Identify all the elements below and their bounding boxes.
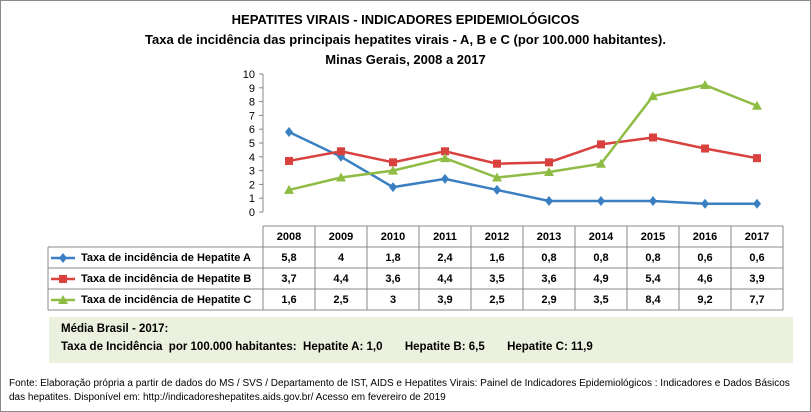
data-point xyxy=(388,165,398,175)
data-label: 4 xyxy=(337,252,345,264)
x-tick-label: 2015 xyxy=(640,231,666,243)
data-label: 1,6 xyxy=(489,252,505,264)
data-label: 7,7 xyxy=(749,294,765,306)
y-tick-label: 6 xyxy=(249,124,255,136)
data-label: 3,6 xyxy=(541,273,557,285)
data-label: 3,9 xyxy=(437,294,453,306)
chart-subtitle: Taxa de incidência das principais hepati… xyxy=(145,32,666,47)
data-label: 9,2 xyxy=(697,294,713,306)
source-note: Fonte: Elaboração própria a partir de da… xyxy=(9,378,790,403)
data-label: 2,5 xyxy=(489,294,505,306)
data-label: 0,8 xyxy=(645,252,661,264)
data-point xyxy=(701,198,709,209)
x-tick-label: 2014 xyxy=(588,231,614,243)
y-tick-label: 5 xyxy=(249,138,255,150)
data-point xyxy=(389,158,397,167)
data-point xyxy=(337,147,345,156)
series-label: Taxa de incidência de Hepatite C xyxy=(81,294,252,306)
data-point xyxy=(648,91,658,101)
data-label: 3 xyxy=(389,294,397,306)
data-label: 1,6 xyxy=(281,294,297,306)
data-point xyxy=(285,156,293,165)
data-point xyxy=(440,153,450,163)
x-tick-label: 2017 xyxy=(744,231,770,243)
y-tick-label: 10 xyxy=(243,69,255,81)
data-label: 0,8 xyxy=(541,252,557,264)
y-tick-label: 7 xyxy=(249,110,255,122)
data-point xyxy=(649,195,657,206)
y-tick-label: 1 xyxy=(249,193,255,205)
data-point xyxy=(597,195,605,206)
series-label: Taxa de incidência de Hepatite B xyxy=(81,273,252,285)
series-line-b xyxy=(288,136,758,165)
data-label: 0,6 xyxy=(697,252,713,264)
data-point xyxy=(753,198,761,209)
data-point xyxy=(597,140,605,149)
x-tick-label: 2016 xyxy=(692,231,718,243)
data-label: 5,8 xyxy=(281,252,297,264)
y-tick-label: 3 xyxy=(249,166,255,178)
data-point xyxy=(752,100,762,110)
data-point xyxy=(545,158,553,167)
data-point xyxy=(493,159,501,168)
y-tick-label: 0 xyxy=(249,207,255,219)
data-label: 3,5 xyxy=(489,273,505,285)
series-line-a xyxy=(288,130,757,205)
data-point xyxy=(285,126,293,137)
media-title: Média Brasil - 2017: xyxy=(61,323,169,335)
data-point xyxy=(59,275,67,283)
x-tick-label: 2013 xyxy=(536,231,562,243)
data-point xyxy=(700,80,710,90)
y-tick-label: 8 xyxy=(249,97,255,109)
chart-subtitle-2: Minas Gerais, 2008 a 2017 xyxy=(325,52,486,67)
data-label: 2,9 xyxy=(541,294,557,306)
data-label: 3,5 xyxy=(593,294,609,306)
media-values: Taxa de Incidência por 100.000 habitante… xyxy=(61,341,593,353)
data-label: 3,7 xyxy=(281,273,297,285)
data-point xyxy=(58,295,68,304)
data-label: 4,4 xyxy=(437,273,453,285)
chart-title: HEPATITES VIRAIS - INDICADORES EPIDEMIOL… xyxy=(231,12,580,27)
y-tick-label: 4 xyxy=(249,152,255,164)
data-label: 2,4 xyxy=(437,252,453,264)
x-tick-label: 2012 xyxy=(484,231,510,243)
data-label: 0,6 xyxy=(749,252,765,264)
data-point xyxy=(59,253,67,263)
y-tick-label: 9 xyxy=(249,83,255,95)
x-tick-label: 2009 xyxy=(328,231,354,243)
data-point xyxy=(441,173,449,184)
media-brasil-box: Média Brasil - 2017: Taxa de Incidência … xyxy=(49,317,793,363)
data-label: 4,4 xyxy=(333,273,349,285)
data-label: 4,6 xyxy=(697,273,713,285)
data-point xyxy=(441,147,449,156)
data-point xyxy=(492,172,502,182)
data-point xyxy=(544,166,554,176)
data-point xyxy=(701,144,709,153)
data-label: 5,4 xyxy=(645,273,661,285)
x-tick-label: 2011 xyxy=(433,231,457,243)
data-point xyxy=(753,154,761,163)
data-label: 4,9 xyxy=(593,273,609,285)
x-tick-label: 2008 xyxy=(276,231,302,243)
data-point xyxy=(493,184,501,195)
data-label: 8,4 xyxy=(645,294,661,306)
data-label: 3,9 xyxy=(749,273,765,285)
data-label: 1,8 xyxy=(385,252,401,264)
data-point xyxy=(284,184,294,194)
data-point xyxy=(596,158,606,168)
data-point xyxy=(336,172,346,182)
data-label: 2,5 xyxy=(333,294,349,306)
data-point xyxy=(389,182,397,193)
data-point xyxy=(545,195,553,206)
data-point xyxy=(649,133,657,142)
series-line-c xyxy=(288,83,758,192)
x-tick-label: 2010 xyxy=(380,231,406,243)
data-label: 0,8 xyxy=(593,252,609,264)
y-tick-label: 2 xyxy=(249,179,255,191)
series-label: Taxa de incidência de Hepatite A xyxy=(81,252,251,264)
data-label: 3,6 xyxy=(385,273,401,285)
